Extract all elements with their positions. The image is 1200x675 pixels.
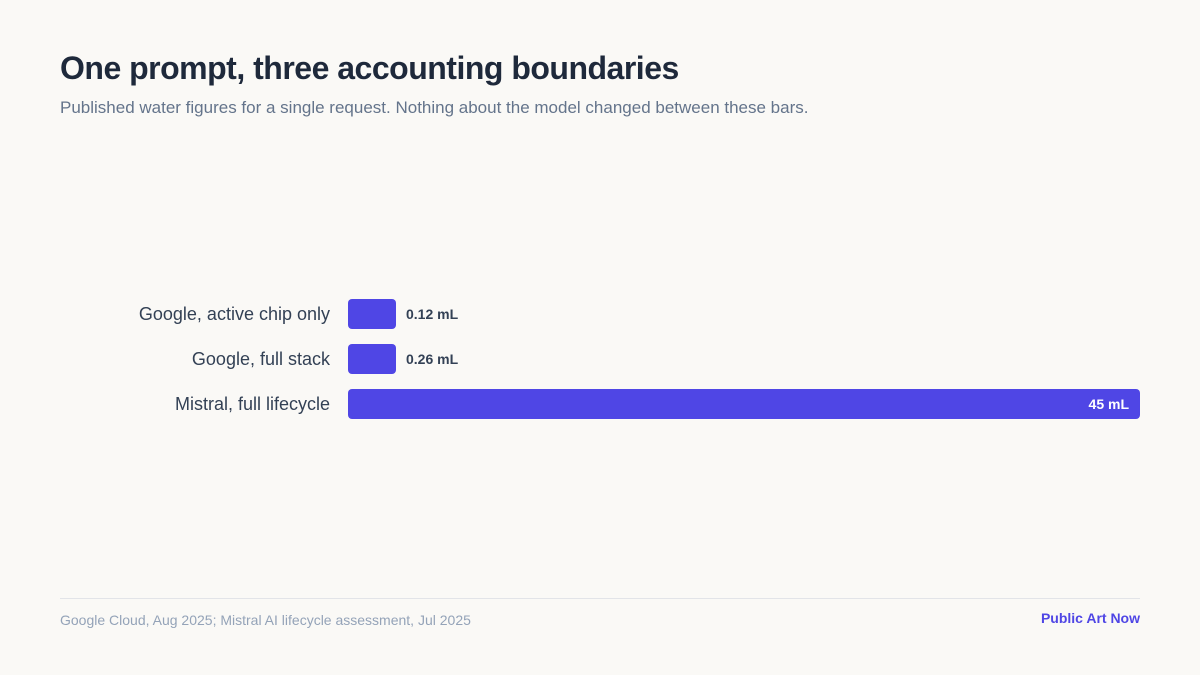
category-label: Google, active chip only bbox=[138, 304, 330, 324]
category-label: Mistral, full lifecycle bbox=[174, 394, 330, 414]
footer-divider bbox=[60, 598, 1140, 599]
value-label: 45 mL bbox=[1088, 396, 1129, 412]
bar-row: Google, active chip only 0.12 mL bbox=[0, 299, 1200, 329]
source-note: Google Cloud, Aug 2025; Mistral AI lifec… bbox=[60, 612, 471, 628]
bar bbox=[348, 389, 1140, 419]
chart-subtitle: Published water figures for a single req… bbox=[60, 98, 809, 117]
bar bbox=[348, 344, 396, 374]
value-label: 0.12 mL bbox=[406, 306, 459, 322]
bar bbox=[348, 299, 396, 329]
brand-link[interactable]: Public Art Now bbox=[1040, 610, 1140, 626]
bar-row: Google, full stack 0.26 mL bbox=[0, 344, 1200, 374]
bar-row: Mistral, full lifecycle 45 mL bbox=[0, 389, 1200, 419]
value-label: 0.26 mL bbox=[406, 351, 459, 367]
chart-title: One prompt, three accounting boundaries bbox=[60, 50, 679, 86]
category-label: Google, full stack bbox=[191, 349, 330, 369]
